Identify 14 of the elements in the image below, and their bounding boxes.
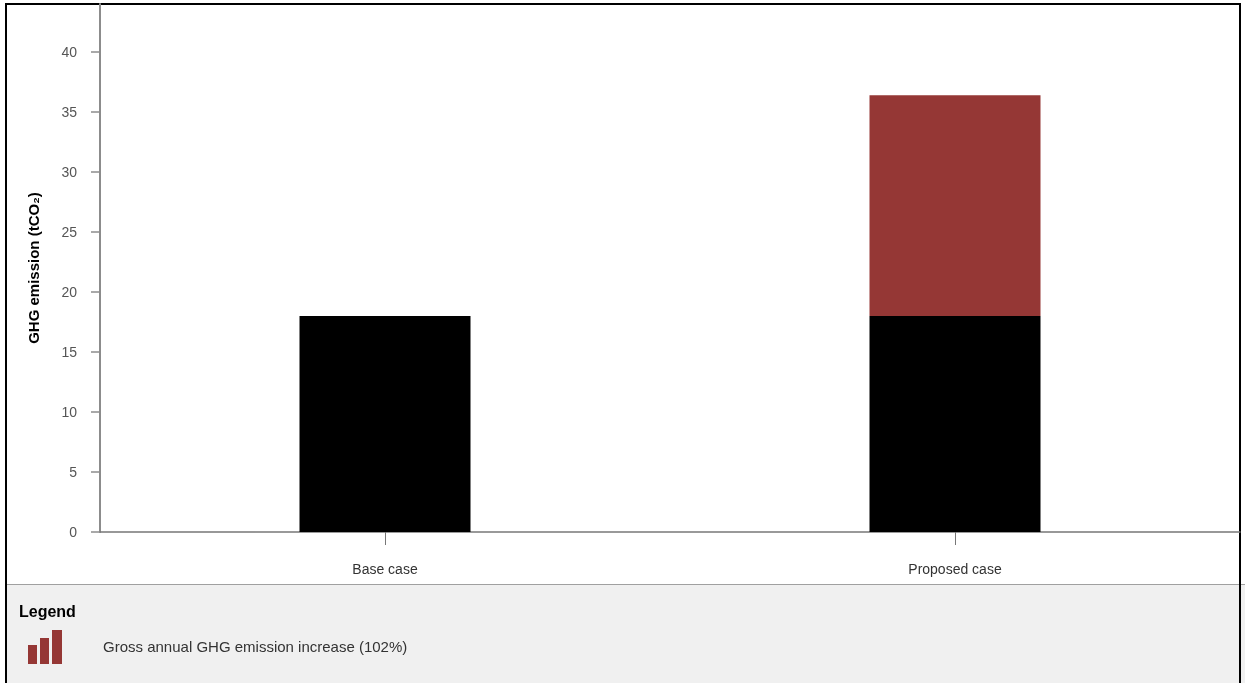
text: Gross annual GHG emission increase (102%) [103,638,408,656]
y-axis-title: GHG emission (tCO₂) [25,192,42,344]
y-tick-label: 10 [61,404,78,420]
y-tick-label: 0 [69,524,78,540]
y-tick-label: 30 [61,164,78,180]
y-tick-label: 20 [61,284,78,300]
y-tick-label: 40 [61,44,78,60]
y-tick-label: 25 [61,224,78,240]
x-tick-label: Base case [352,561,418,577]
y-tick-label: 15 [61,344,78,360]
x-tick-label: Proposed case [908,561,1002,577]
legend-title: Legend [19,602,76,622]
y-tick-label: 5 [69,464,78,480]
y-tick-label: 35 [61,104,78,120]
